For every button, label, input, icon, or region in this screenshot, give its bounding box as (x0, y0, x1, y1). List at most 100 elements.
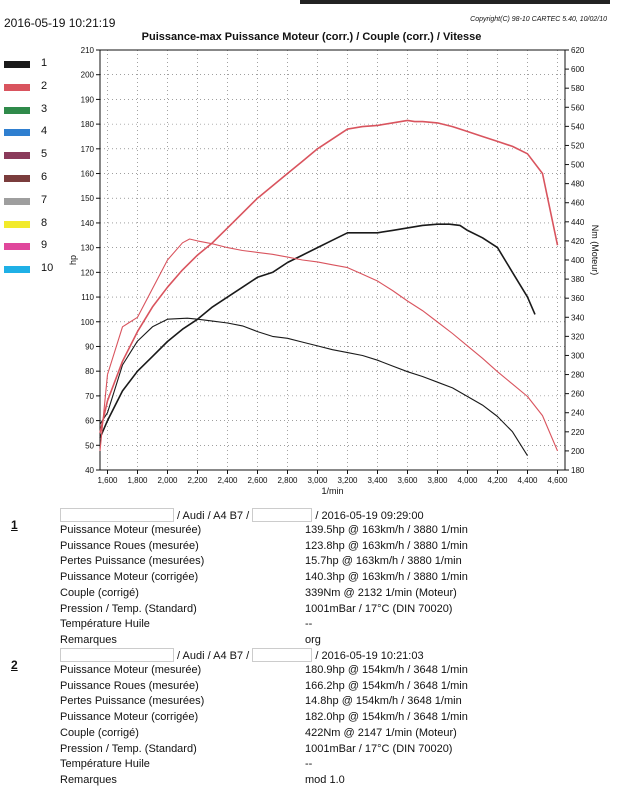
legend-item-1: 1 (4, 57, 64, 81)
vehicle-info: / Audi / A4 B7 / (174, 650, 253, 662)
result-value: 1001mBar / 17°C (DIN 70020) (305, 602, 453, 615)
y2-tick-label: 300 (571, 351, 585, 360)
y2-tick-label: 240 (571, 409, 585, 418)
redacted-field (252, 648, 313, 662)
result-value: org (305, 633, 321, 646)
y-tick-label: 130 (81, 244, 95, 253)
result-value: 180.9hp @ 154km/h / 3648 1/min (305, 664, 468, 676)
result-row: Puissance Moteur (corrigée) 182.0hp @ 154… (60, 711, 580, 726)
x-tick-label: 3,000 (307, 476, 328, 485)
y-tick-label: 90 (85, 342, 94, 351)
legend-item-4: 4 (4, 125, 64, 149)
series-line-2 (99, 317, 528, 456)
y2-tick-label: 580 (571, 84, 585, 93)
result-value: 140.3hp @ 163km/h / 3880 1/min (305, 571, 468, 584)
y-tick-label: 100 (81, 318, 95, 327)
run-legend: 1 2 3 4 5 6 7 8 9 10 (4, 57, 64, 286)
y-tick-label: 70 (85, 392, 94, 401)
result-row: Puissance Roues (mesurée) 166.2hp @ 154km… (60, 680, 580, 695)
legend-label: 7 (41, 193, 48, 206)
result-value: mod 1.0 (305, 773, 345, 786)
result-value: 339Nm @ 2132 1/min (Moteur) (305, 586, 457, 599)
run-index: 1 (11, 518, 18, 532)
legend-label: 3 (41, 102, 48, 115)
legend-swatch (4, 83, 30, 91)
redacted-field (60, 648, 174, 662)
result-value: 123.8hp @ 163km/h / 3880 1/min (305, 539, 468, 552)
result-label: Pertes Puissance (mesurées) (60, 695, 205, 708)
x-tick-label: 1,800 (127, 476, 148, 485)
result-row: Remarques mod 1.0 (60, 774, 580, 789)
vehicle-info: / Audi / A4 B7 / (174, 510, 253, 522)
y2-tick-label: 520 (571, 141, 585, 150)
result-value: 14.8hp @ 154km/h / 3648 1/min (305, 695, 462, 708)
y-tick-label: 190 (81, 95, 95, 104)
plot-frame (99, 49, 566, 471)
legend-item-6: 6 (4, 171, 64, 195)
y-tick-label: 110 (81, 293, 94, 302)
result-label: Puissance Roues (mesurée) (60, 539, 199, 552)
result-value: -- (305, 758, 313, 771)
result-label: Pertes Puissance (mesurées) (60, 555, 205, 568)
result-label: Couple (corrigé) (60, 586, 139, 599)
legend-label: 4 (41, 125, 48, 138)
result-label: Remarques (60, 773, 117, 786)
y2-axis-label: Nm (Moteur) (590, 225, 600, 276)
x-tick-label: 2,200 (187, 476, 208, 485)
x-tick-label: 3,400 (367, 476, 388, 485)
y2-tick-label: 220 (571, 428, 585, 437)
result-label: Puissance Moteur (mesurée) (60, 664, 202, 676)
legend-swatch (4, 197, 30, 205)
result-label: Puissance Moteur (corrigée) (60, 711, 199, 724)
result-value: 1001mBar / 17°C (DIN 70020) (305, 742, 453, 755)
y2-tick-label: 320 (571, 332, 585, 341)
series-line-4 (99, 238, 559, 452)
redacted-field (252, 508, 313, 522)
y2-tick-label: 480 (571, 180, 585, 189)
x-axis-label: 1/min (321, 486, 343, 496)
y2-tick-label: 600 (571, 65, 585, 74)
y-axis-label: hp (68, 255, 78, 265)
result-label: Température Huile (60, 618, 150, 631)
legend-swatch (4, 243, 30, 251)
result-row: Couple (corrigé) 339Nm @ 2132 1/min (Mote… (60, 587, 580, 602)
x-tick-label: 2,600 (247, 476, 268, 485)
result-value: 139.5hp @ 163km/h / 3880 1/min (305, 524, 468, 536)
result-row: Pression / Temp. (Standard) 1001mBar / 17… (60, 603, 580, 618)
result-label: Pression / Temp. (Standard) (60, 742, 197, 755)
result-label: Puissance Moteur (mesurée) (60, 524, 202, 536)
x-tick-label: 2,000 (157, 476, 178, 485)
y2-tick-label: 400 (571, 256, 585, 265)
y-tick-label: 60 (85, 417, 94, 426)
x-tick-label: 3,800 (427, 476, 448, 485)
result-row: Pression / Temp. (Standard) 1001mBar / 17… (60, 743, 580, 758)
y-tick-label: 140 (81, 219, 95, 228)
y2-tick-label: 200 (571, 447, 585, 456)
legend-swatch (4, 61, 30, 68)
y2-tick-label: 340 (571, 313, 585, 322)
series-line-3 (99, 119, 559, 434)
y2-tick-label: 380 (571, 275, 585, 284)
y-tick-label: 80 (85, 367, 94, 376)
y-tick-label: 210 (81, 46, 95, 55)
result-label: Puissance Roues (mesurée) (60, 679, 199, 692)
result-row: Puissance Moteur (mesurée) 180.9hp @ 154k… (60, 664, 580, 679)
y-tick-label: 50 (85, 441, 94, 450)
result-row: Température Huile -- (60, 618, 580, 633)
x-tick-label: 4,200 (487, 476, 508, 485)
x-tick-label: 4,000 (457, 476, 478, 485)
result-value: 166.2hp @ 154km/h / 3648 1/min (305, 679, 468, 692)
result-label: Remarques (60, 633, 117, 646)
legend-swatch (4, 266, 30, 274)
run-index: 2 (11, 658, 18, 672)
result-row: Puissance Moteur (mesurée) 139.5hp @ 163k… (60, 524, 580, 539)
y2-tick-label: 540 (571, 122, 585, 131)
x-tick-label: 3,200 (337, 476, 358, 485)
legend-item-9: 9 (4, 239, 64, 263)
run-date: / 2016-05-19 09:29:00 (312, 510, 424, 522)
y2-tick-label: 420 (571, 237, 585, 246)
y2-tick-label: 440 (571, 218, 585, 227)
y2-tick-label: 500 (571, 161, 585, 170)
legend-swatch (4, 129, 30, 137)
y-tick-label: 160 (81, 170, 95, 179)
